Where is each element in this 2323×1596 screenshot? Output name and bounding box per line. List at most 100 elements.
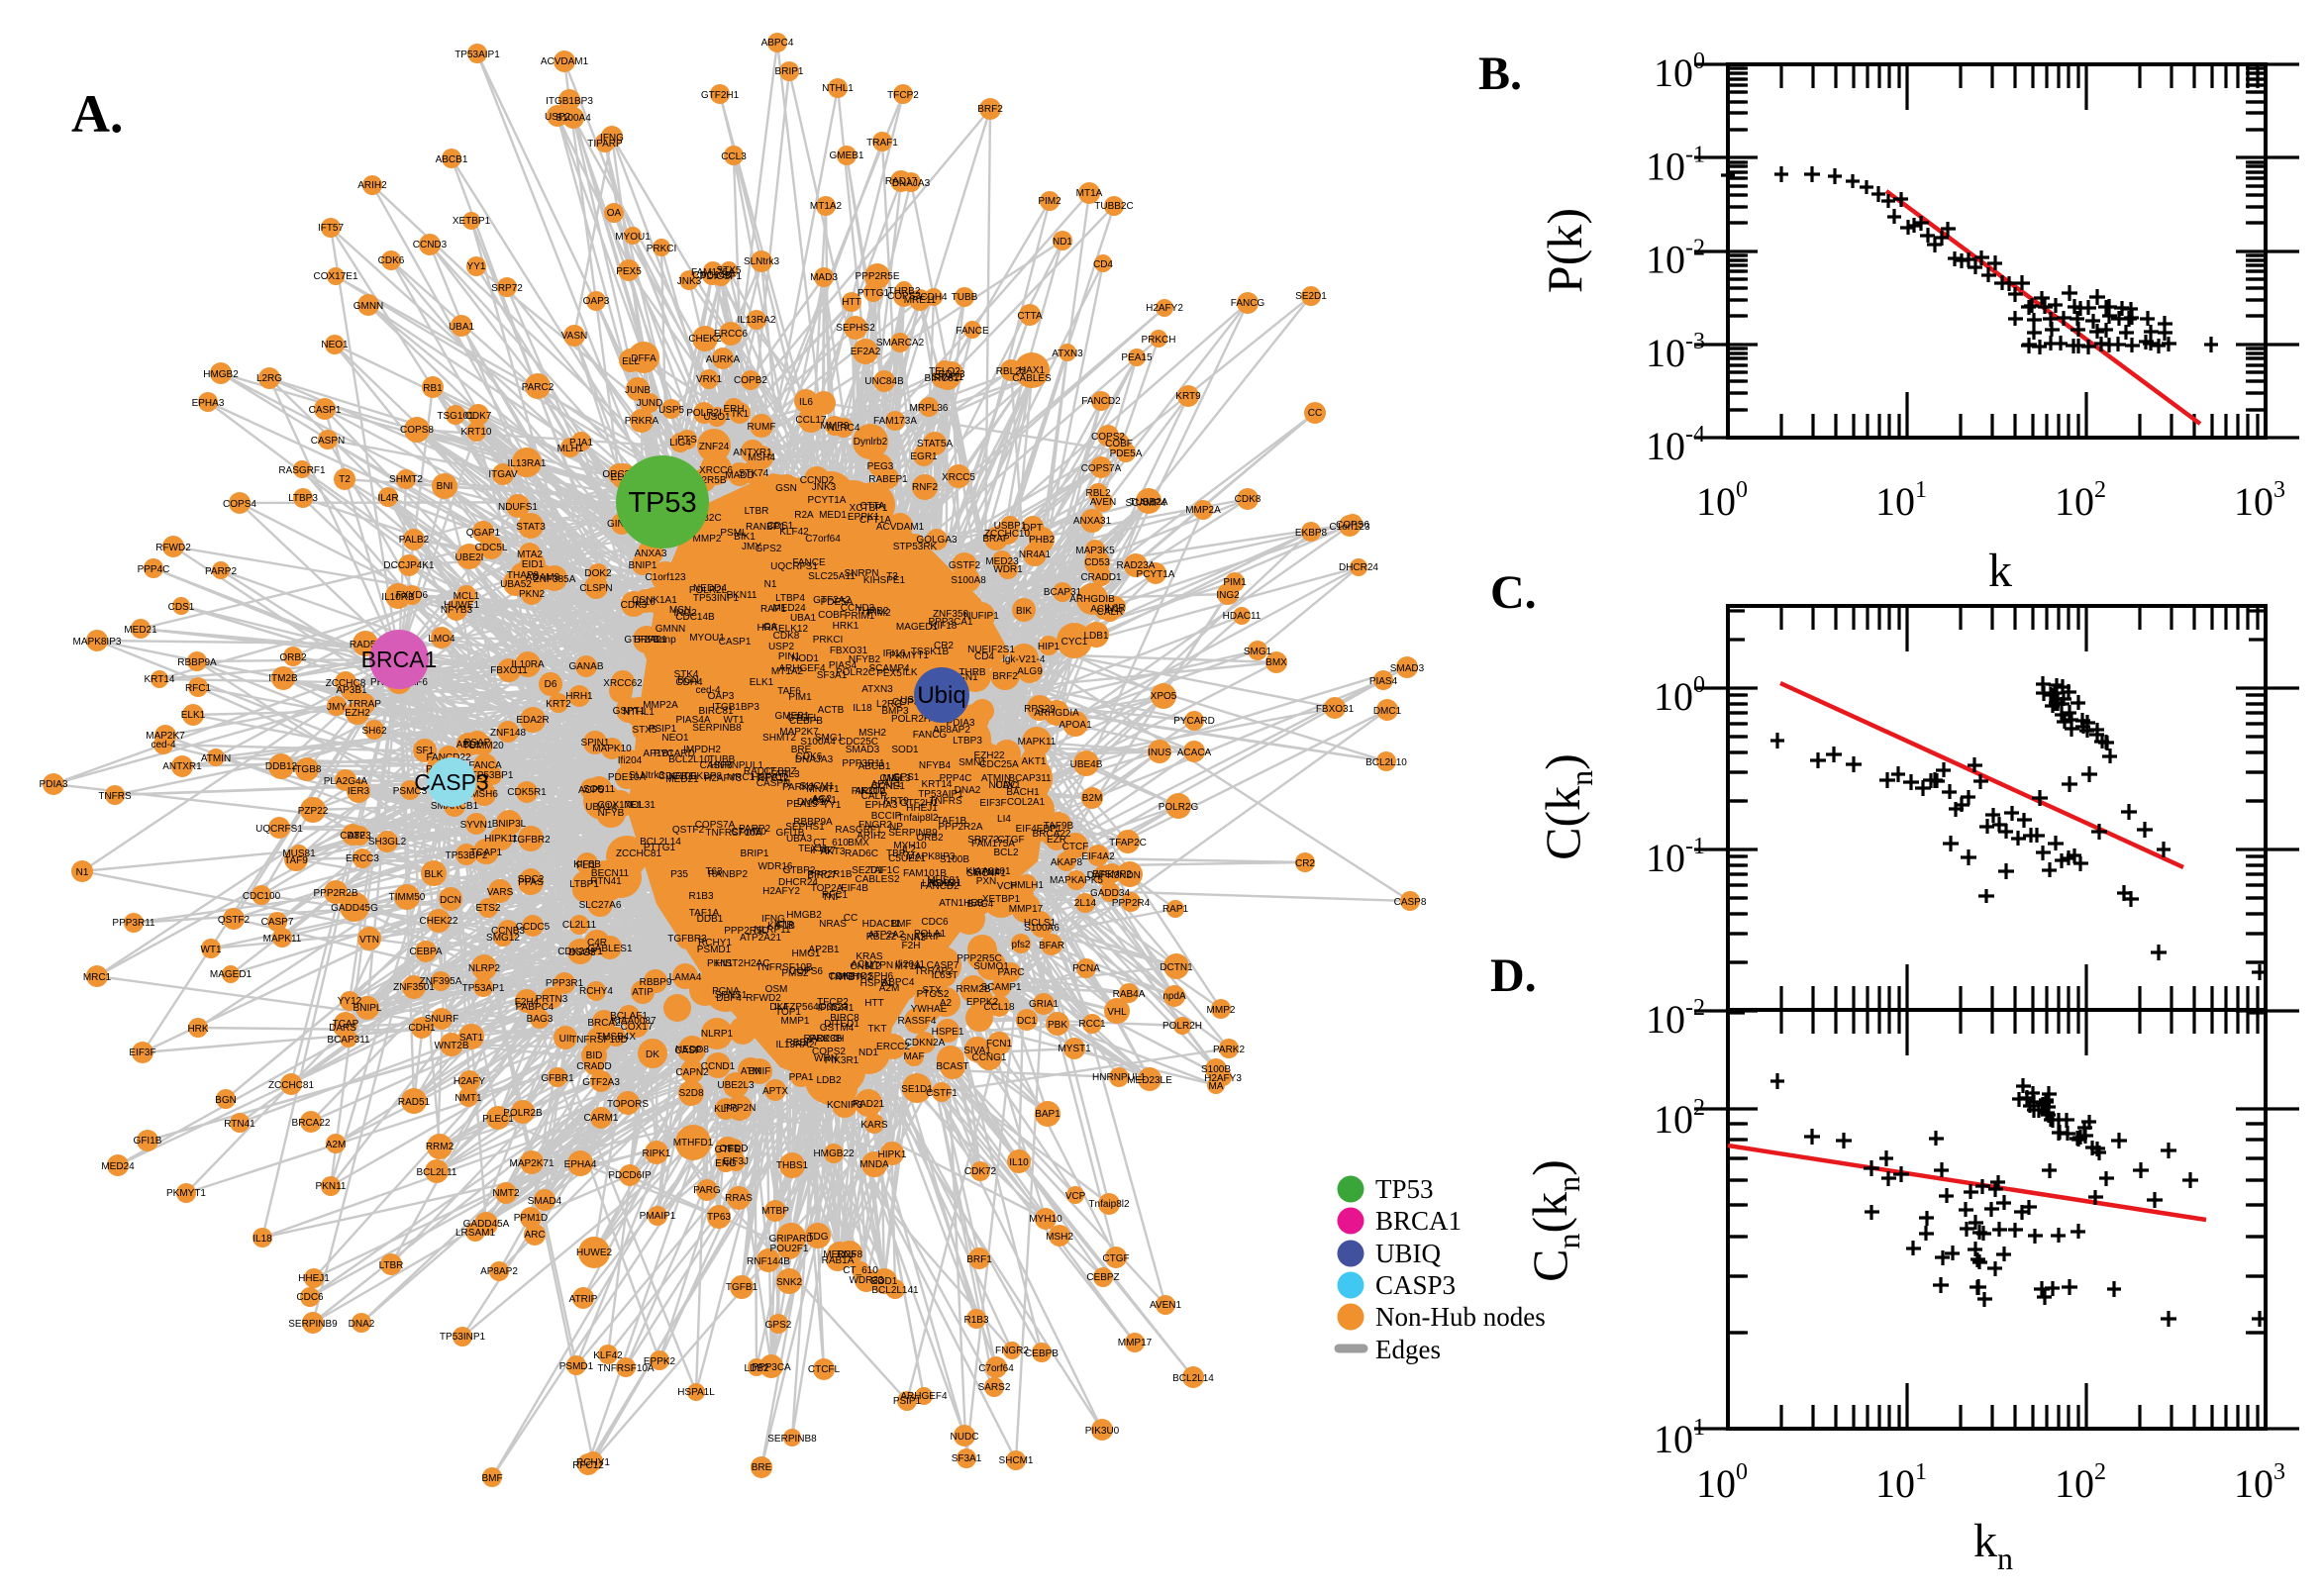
svg-text:NLRP1: NLRP1 bbox=[701, 1029, 734, 1040]
svg-text:LTBR: LTBR bbox=[745, 506, 769, 517]
svg-text:PIAS4A: PIAS4A bbox=[675, 715, 710, 726]
svg-text:ELK1: ELK1 bbox=[750, 677, 774, 688]
svg-text:SHMT2: SHMT2 bbox=[762, 733, 796, 744]
svg-text:EDA2R: EDA2R bbox=[516, 715, 549, 726]
svg-text:BAG4: BAG4 bbox=[967, 899, 994, 910]
svg-text:COBF: COBF bbox=[818, 610, 846, 621]
svg-text:NEO1: NEO1 bbox=[661, 733, 689, 744]
svg-text:Tnfaip8l2: Tnfaip8l2 bbox=[897, 813, 939, 824]
svg-text:NUEIF2S1: NUEIF2S1 bbox=[967, 645, 1015, 655]
svg-text:PSML: PSML bbox=[720, 528, 748, 539]
svg-text:TAF9B: TAF9B bbox=[1044, 821, 1074, 832]
svg-text:ZNF350: ZNF350 bbox=[933, 609, 969, 620]
svg-text:OA: OA bbox=[763, 622, 778, 633]
svg-text:IMPDH2: IMPDH2 bbox=[683, 745, 721, 755]
svg-text:BNIF: BNIF bbox=[749, 1066, 771, 1077]
svg-text:ELK12: ELK12 bbox=[778, 624, 808, 635]
svg-text:PCYT1A: PCYT1A bbox=[808, 495, 847, 506]
svg-text:LAMA4: LAMA4 bbox=[669, 972, 702, 983]
svg-text:ARL3: ARL3 bbox=[774, 769, 799, 780]
svg-text:R1B3: R1B3 bbox=[688, 891, 713, 902]
svg-text:C7orf20: C7orf20 bbox=[731, 827, 766, 838]
svg-text:CABLES2: CABLES2 bbox=[855, 874, 899, 885]
svg-text:ZCCHC81: ZCCHC81 bbox=[616, 848, 662, 859]
svg-text:CDC25C: CDC25C bbox=[839, 737, 878, 748]
svg-text:UBA3: UBA3 bbox=[786, 834, 813, 845]
svg-text:ILK: ILK bbox=[902, 667, 917, 678]
svg-text:EPHA3: EPHA3 bbox=[865, 800, 898, 811]
svg-text:PPP2R5C: PPP2R5C bbox=[957, 953, 1002, 964]
svg-text:BNIP1: BNIP1 bbox=[629, 560, 657, 571]
svg-text:BIRC7: BIRC7 bbox=[807, 870, 837, 881]
svg-text:APTX: APTX bbox=[762, 1086, 788, 1097]
svg-text:MYOU1: MYOU1 bbox=[689, 633, 725, 644]
svg-text:BID: BID bbox=[586, 1050, 603, 1061]
svg-text:POLA1: POLA1 bbox=[914, 929, 947, 940]
svg-text:SYVN1: SYVN1 bbox=[460, 820, 493, 831]
svg-text:BCL2L14: BCL2L14 bbox=[640, 837, 681, 848]
svg-text:NP: NP bbox=[889, 822, 903, 833]
svg-text:RAD6C: RAD6C bbox=[845, 848, 878, 859]
svg-text:POLR2L: POLR2L bbox=[689, 585, 728, 596]
svg-text:S100A4: S100A4 bbox=[800, 737, 836, 748]
svg-text:ATXN3: ATXN3 bbox=[861, 684, 893, 695]
svg-text:BMX: BMX bbox=[848, 838, 869, 848]
svg-text:BCCIP: BCCIP bbox=[871, 811, 902, 822]
svg-text:COL2A1: COL2A1 bbox=[1007, 797, 1046, 808]
svg-text:lgk-V21-4: lgk-V21-4 bbox=[1003, 654, 1046, 665]
svg-text:NFYB4: NFYB4 bbox=[919, 760, 952, 771]
svg-text:AP8AP2: AP8AP2 bbox=[933, 725, 970, 736]
svg-text:KRT1: KRT1 bbox=[668, 771, 694, 782]
svg-text:IL6ST: IL6ST bbox=[932, 970, 959, 981]
svg-text:DITED1: DITED1 bbox=[824, 1019, 859, 1030]
svg-text:RAP1: RAP1 bbox=[760, 604, 787, 615]
svg-text:GMNN: GMNN bbox=[656, 624, 686, 635]
svg-text:BNIP3L: BNIP3L bbox=[492, 819, 527, 830]
svg-text:TNF: TNF bbox=[822, 892, 841, 903]
svg-text:UBA1: UBA1 bbox=[790, 613, 817, 624]
svg-text:BRF2: BRF2 bbox=[992, 671, 1018, 682]
svg-text:MMP2: MMP2 bbox=[693, 534, 722, 545]
svg-text:DK: DK bbox=[646, 1049, 659, 1060]
svg-text:PPP3R1: PPP3R1 bbox=[546, 978, 584, 989]
svg-text:BMP3: BMP3 bbox=[881, 706, 909, 717]
svg-text:STX5: STX5 bbox=[632, 725, 656, 736]
svg-text:LTBP1: LTBP1 bbox=[569, 879, 599, 890]
svg-text:HTT: HTT bbox=[864, 998, 883, 1009]
svg-text:DNA2: DNA2 bbox=[955, 785, 981, 796]
svg-text:JMY: JMY bbox=[742, 542, 761, 552]
svg-text:MMP17: MMP17 bbox=[1009, 904, 1044, 915]
svg-text:HIST2H2AC: HIST2H2AC bbox=[715, 958, 769, 969]
svg-text:H2AFY2: H2AFY2 bbox=[762, 886, 800, 897]
svg-text:MAPK11: MAPK11 bbox=[1018, 737, 1057, 748]
svg-text:C1orf123: C1orf123 bbox=[645, 572, 686, 583]
svg-text:PPP3R11: PPP3R11 bbox=[842, 758, 885, 769]
svg-text:CDC6: CDC6 bbox=[921, 917, 949, 928]
svg-text:T63: T63 bbox=[705, 866, 723, 877]
svg-text:GSPT1: GSPT1 bbox=[613, 706, 646, 717]
svg-text:CTCFL: CTCFL bbox=[787, 713, 820, 724]
svg-text:TAF6: TAF6 bbox=[777, 686, 801, 697]
svg-text:HDAC11: HDAC11 bbox=[862, 919, 901, 930]
svg-text:NLRP2: NLRP2 bbox=[468, 963, 501, 974]
svg-text:CLSPN: CLSPN bbox=[579, 583, 612, 594]
svg-text:TNTBTK2: TNTBTK2 bbox=[829, 972, 873, 983]
svg-text:BRIP1: BRIP1 bbox=[741, 848, 769, 859]
svg-text:NFYB2: NFYB2 bbox=[849, 654, 881, 665]
svg-text:H2AFY3: H2AFY3 bbox=[704, 773, 742, 784]
svg-text:LI4: LI4 bbox=[997, 814, 1011, 825]
svg-text:RANBP1: RANBP1 bbox=[746, 522, 785, 533]
svg-text:GSN: GSN bbox=[775, 483, 797, 494]
svg-text:AP1B1: AP1B1 bbox=[643, 748, 674, 759]
svg-text:HSPE1: HSPE1 bbox=[932, 1027, 964, 1038]
svg-text:TNFRSF10D: TNFRSF10D bbox=[570, 1035, 628, 1046]
svg-text:TKT: TKT bbox=[868, 1024, 887, 1035]
svg-text:EZH22: EZH22 bbox=[973, 750, 1005, 761]
svg-text:HRK1: HRK1 bbox=[833, 621, 859, 632]
svg-text:C7orf64: C7orf64 bbox=[805, 534, 841, 545]
svg-text:UBE2L3: UBE2L3 bbox=[717, 1080, 755, 1091]
svg-text:SOD1: SOD1 bbox=[891, 745, 919, 755]
svg-text:EID1: EID1 bbox=[522, 559, 545, 570]
svg-text:HHEJ1: HHEJ1 bbox=[906, 803, 938, 814]
svg-text:AP2B1: AP2B1 bbox=[808, 945, 840, 955]
